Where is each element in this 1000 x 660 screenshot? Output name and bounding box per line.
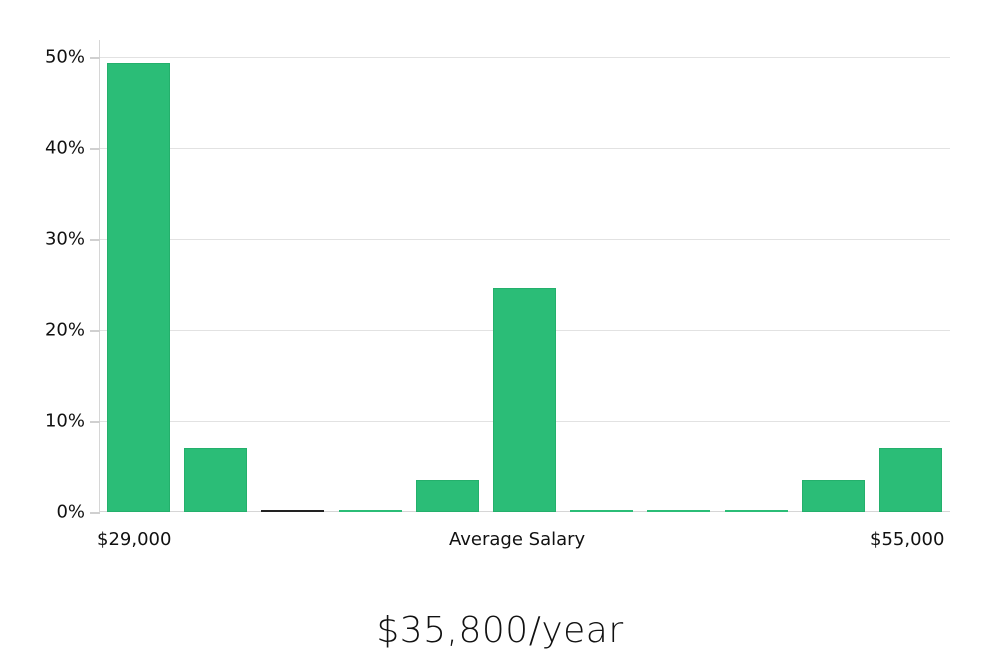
y-tick-mark bbox=[90, 421, 100, 423]
histogram-bar bbox=[647, 510, 710, 512]
histogram-bar bbox=[416, 480, 479, 512]
histogram-bar bbox=[725, 510, 788, 512]
histogram-bar bbox=[570, 510, 633, 512]
y-tick-label: 50% bbox=[44, 46, 85, 68]
histogram-bar bbox=[879, 448, 942, 512]
histogram-bar bbox=[107, 63, 170, 512]
histogram-bar bbox=[261, 510, 324, 512]
y-tick-label: 0% bbox=[56, 501, 85, 523]
gridline bbox=[90, 239, 950, 240]
histogram-bar bbox=[339, 510, 402, 512]
y-tick-label: 30% bbox=[44, 228, 85, 250]
y-tick-mark bbox=[90, 239, 100, 241]
y-tick-label: 10% bbox=[44, 410, 85, 432]
y-tick-mark bbox=[90, 57, 100, 59]
x-axis-title: Average Salary bbox=[449, 529, 586, 550]
gridline bbox=[90, 57, 950, 58]
salary-histogram: 0% 10% 20% 30% 40% 50% $29,000 Average Salary… bbox=[44, 40, 950, 550]
histogram-bar bbox=[184, 448, 247, 512]
y-tick-label: 20% bbox=[44, 319, 85, 341]
y-tick-mark bbox=[90, 148, 100, 150]
y-axis-line bbox=[99, 40, 100, 512]
y-tick-mark bbox=[90, 512, 100, 514]
y-tick-label: 40% bbox=[44, 137, 85, 159]
y-tick-mark bbox=[90, 330, 100, 332]
average-salary-summary: $35,800/year bbox=[376, 610, 624, 651]
histogram-bar bbox=[802, 480, 865, 512]
histogram-bar bbox=[493, 288, 556, 512]
x-max-label: $55,000 bbox=[870, 529, 945, 550]
x-min-label: $29,000 bbox=[97, 529, 172, 550]
gridline bbox=[90, 148, 950, 149]
